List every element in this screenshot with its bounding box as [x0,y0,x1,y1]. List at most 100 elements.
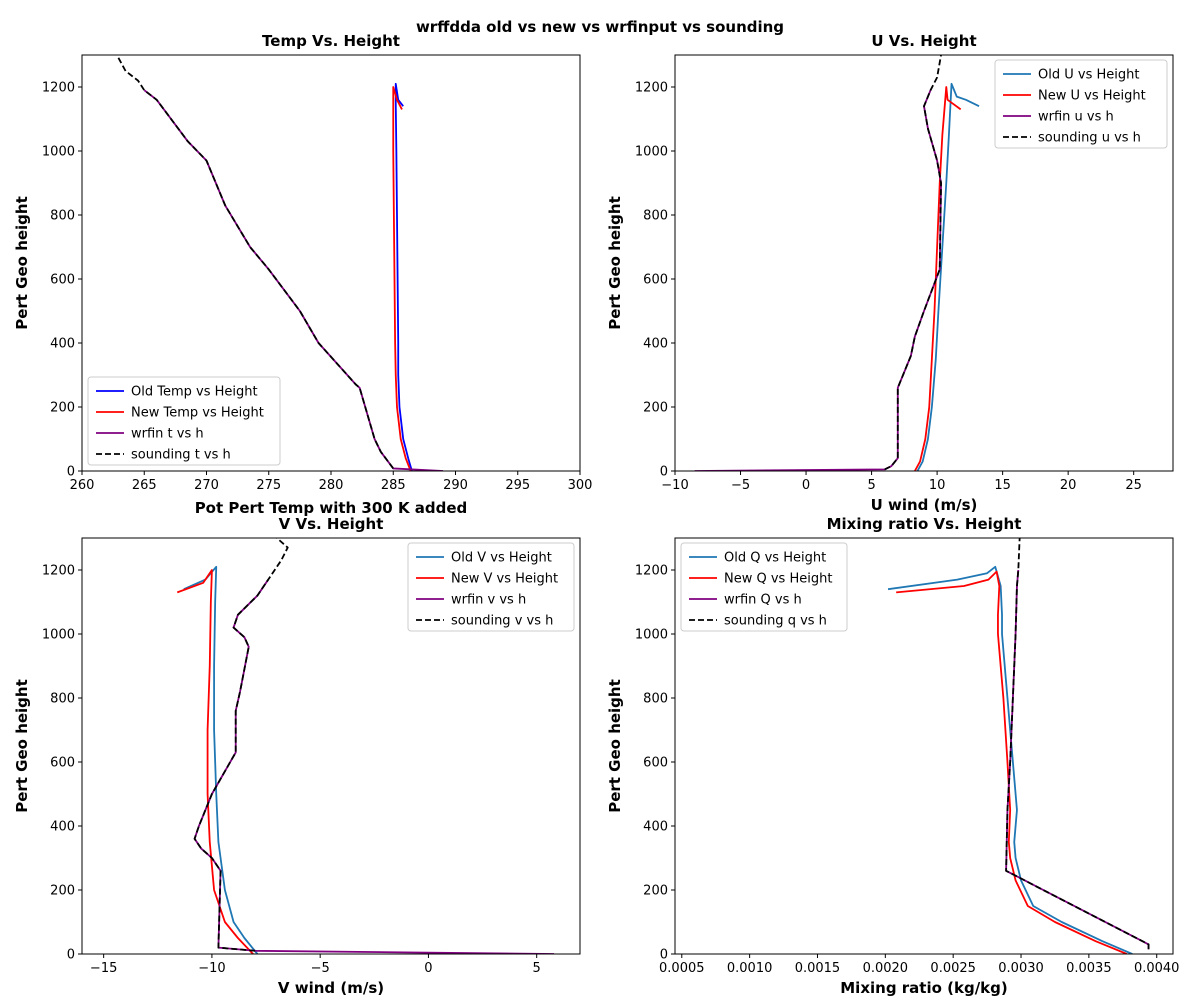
x-tick-label: 0.0005 [659,961,705,976]
x-tick-label: 5 [533,961,541,976]
chart-title: Temp Vs. Height [262,32,400,50]
y-tick-label: 800 [50,692,75,707]
x-tick-label: 0.0010 [727,961,773,976]
x-tick-label: −5 [311,961,330,976]
x-tick-label: 270 [194,478,219,493]
chart-title: V Vs. Height [279,515,384,533]
x-axis-label: U wind (m/s) [871,496,978,514]
y-tick-label: 1000 [42,628,75,643]
chart-panel-3: −15 −10 −5 0 5 0 200 400 600 800 1000 1200 V Vs. Hei… [13,515,581,997]
y-tick-label: 200 [643,401,668,416]
x-tick-label: 260 [70,478,95,493]
chart-panel-1: 260 265 270 275 280 285 290 295 300 0 200 400 600 800… [13,32,592,517]
series-group [887,538,1150,954]
legend-label-1: Old U vs Height [1038,68,1139,83]
x-tick-label: −15 [90,961,117,976]
y-tick-label: 1200 [635,564,668,579]
chart-panel-2: −10 −5 0 5 10 15 20 25 0 200 400 600 800 1000 1200 U Vs… [606,32,1174,514]
x-tick-label: 15 [994,478,1011,493]
y-tick-label: 1000 [635,628,668,643]
y-tick-label: 800 [643,692,668,707]
legend-label-2: New V vs Height [451,572,558,587]
series-line-2 [914,86,962,471]
y-axis-label: Pert Geo height [606,196,624,330]
x-tick-label: −5 [731,478,750,493]
y-tick-label: 1200 [635,81,668,96]
legend-label-4: sounding q vs h [724,614,827,629]
y-tick-label: 200 [50,884,75,899]
x-tick-label: 25 [1125,478,1142,493]
x-tick-label: 275 [256,478,281,493]
x-tick-label: 300 [568,478,593,493]
series-line-2 [392,86,412,471]
series-line-3 [193,579,555,954]
figure-suptitle: wrffdda old vs new vs wrfinput vs soundi… [416,18,784,36]
x-tick-label: −10 [198,961,225,976]
x-tick-label: 0 [802,478,810,493]
y-tick-label: 0 [67,948,75,963]
y-tick-label: 400 [643,337,668,352]
y-axis-label: Pert Geo height [13,679,31,813]
x-tick-label: 5 [867,478,875,493]
series-line-1 [394,82,413,471]
y-tick-label: 400 [643,820,668,835]
y-tick-label: 0 [660,465,668,480]
legend-label-4: sounding t vs h [131,448,231,463]
x-tick-label: 0.0025 [930,961,976,976]
series-line-1 [916,82,980,471]
legend-label-2: New Temp vs Height [131,406,264,421]
y-tick-label: 200 [50,401,75,416]
legend-label-3: wrfin t vs h [131,427,204,442]
x-tick-label: 290 [443,478,468,493]
y-tick-label: 600 [643,273,668,288]
y-tick-label: 1000 [635,145,668,160]
series-line-3 [694,89,942,471]
x-tick-label: 280 [319,478,344,493]
chart-title: U Vs. Height [871,32,976,50]
plot-frame [81,537,581,955]
plot-frame [674,537,1174,955]
legend: Old Temp vs Height New Temp vs Height wrfi… [87,376,281,466]
series-group [694,55,980,471]
x-tick-label: 20 [1060,478,1077,493]
chart-title: Mixing ratio Vs. Height [827,515,1022,533]
legend-label-1: Old Temp vs Height [131,385,258,400]
legend-box [87,376,281,466]
legend-label-4: sounding v vs h [451,614,553,629]
legend: Old U vs Height New U vs Height wrfin u vs… [994,59,1168,149]
x-tick-label: 285 [381,478,406,493]
series-line-4 [116,55,394,469]
x-axis-label: Mixing ratio (kg/kg) [840,979,1008,997]
legend-box [407,542,575,632]
x-tick-label: 0.0035 [1066,961,1112,976]
legend-box [994,59,1168,149]
y-tick-label: 600 [643,756,668,771]
series-line-4 [193,538,289,952]
legend-label-2: New U vs Height [1038,89,1146,104]
legend-label-4: sounding u vs h [1038,131,1141,146]
x-tick-label: 0 [424,961,432,976]
x-axis-label: V wind (m/s) [278,979,384,997]
y-tick-label: 1200 [42,564,75,579]
x-tick-label: 0.0020 [863,961,909,976]
legend-box [680,542,848,632]
legend-label-2: New Q vs Height [724,572,832,587]
y-tick-label: 200 [643,884,668,899]
series-group [176,538,555,954]
legend-label-3: wrfin v vs h [451,593,526,608]
series-line-2 [896,570,1128,954]
series-group [116,55,444,471]
y-tick-label: 800 [643,209,668,224]
x-tick-label: −10 [661,478,688,493]
y-axis-label: Pert Geo height [606,679,624,813]
x-tick-label: 0.0015 [795,961,841,976]
x-tick-label: 0.0030 [998,961,1044,976]
x-tick-label: 295 [505,478,530,493]
y-axis-label: Pert Geo height [13,196,31,330]
y-tick-label: 400 [50,820,75,835]
y-tick-label: 400 [50,337,75,352]
series-line-1 [887,565,1133,954]
y-tick-label: 1000 [42,145,75,160]
legend-label-1: Old Q vs Height [724,551,826,566]
